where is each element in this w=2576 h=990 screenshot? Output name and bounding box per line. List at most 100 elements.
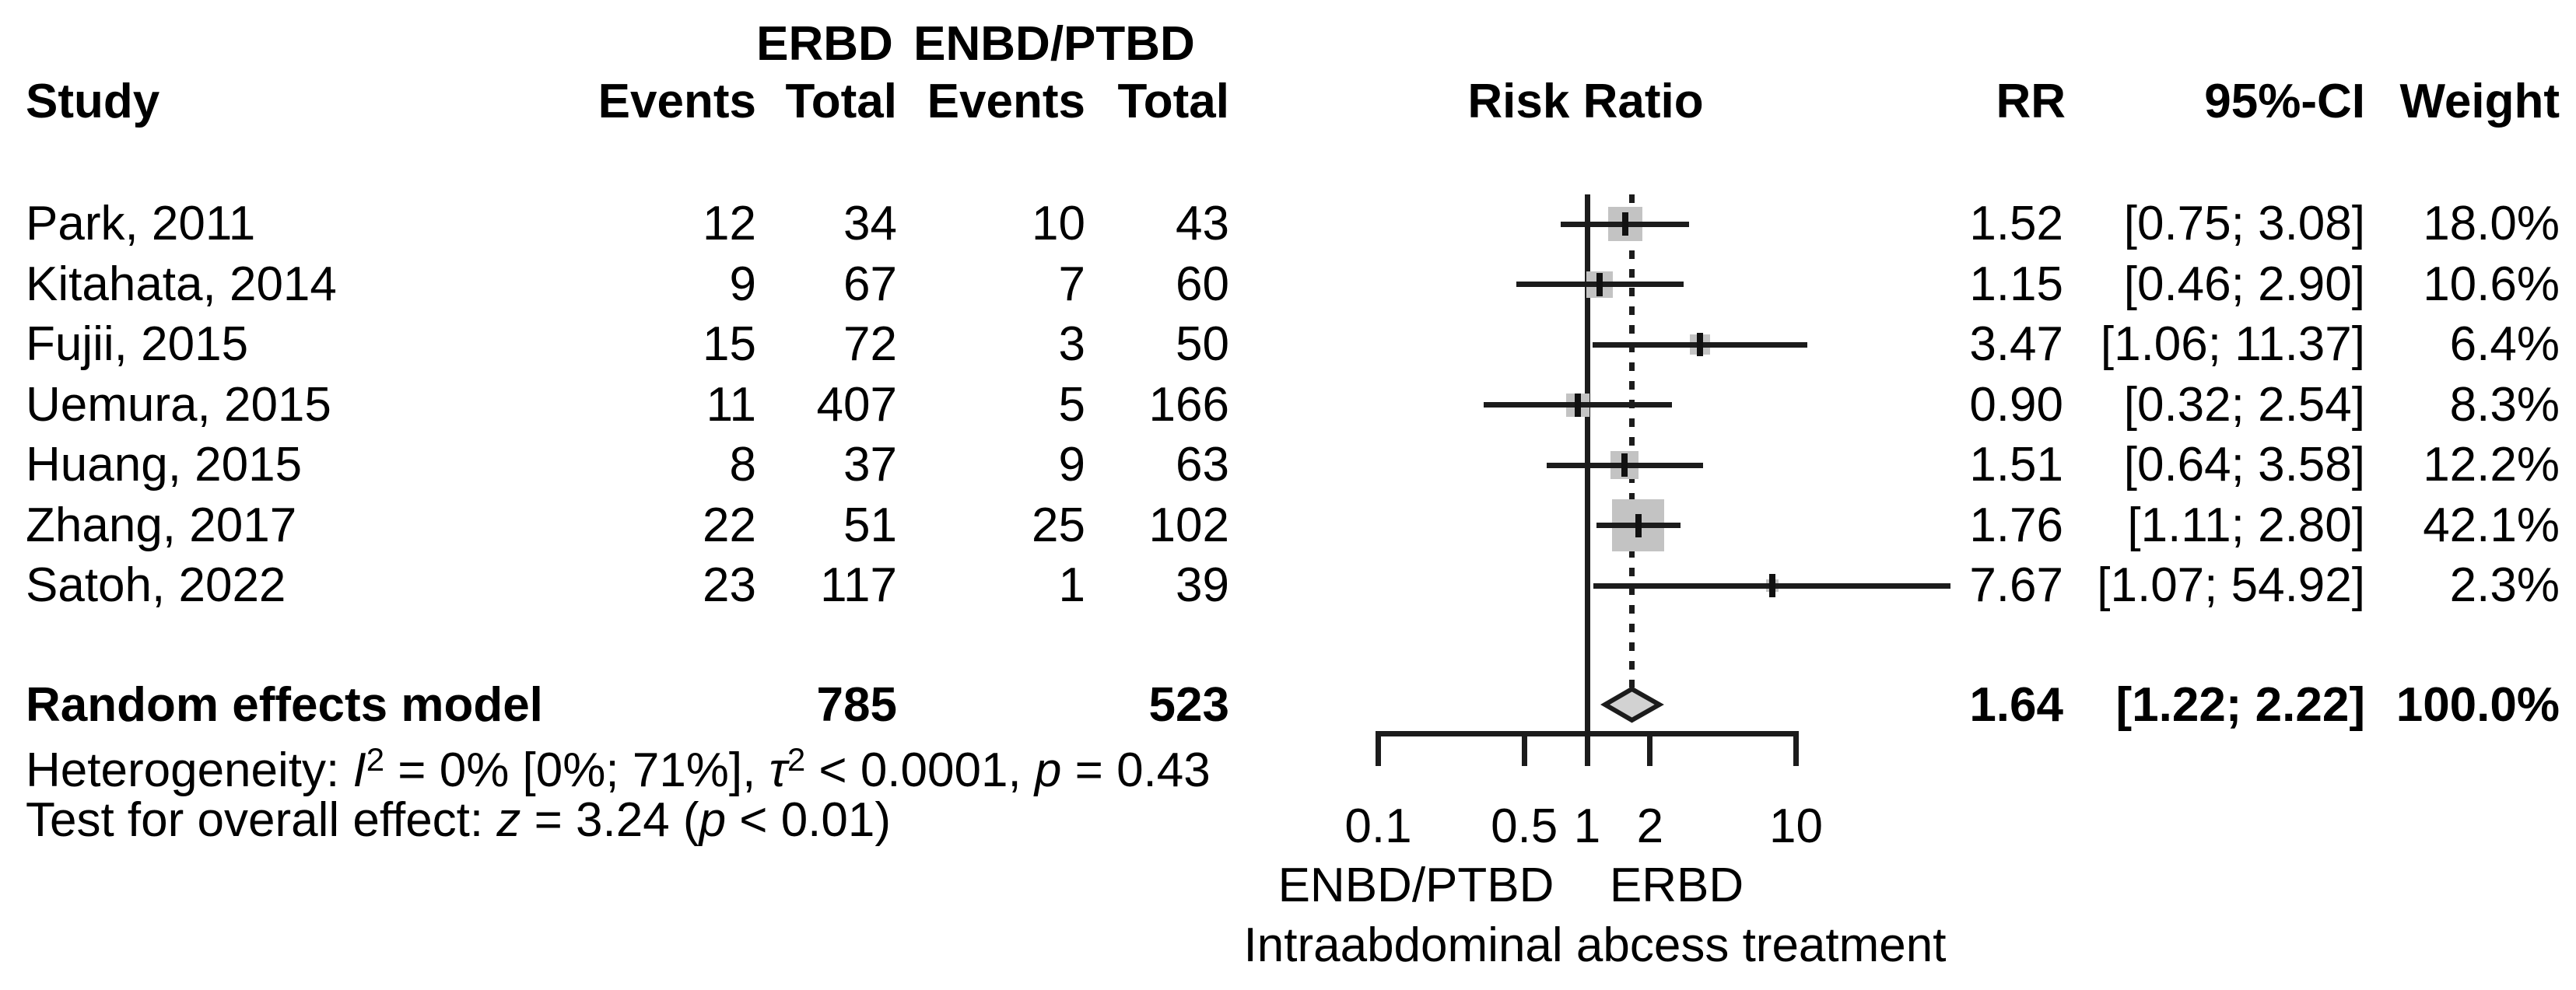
events-erbd: 23 [703, 558, 756, 612]
events-enbd: 1 [1058, 558, 1085, 612]
summary-rr: 1.64 [1969, 678, 2063, 732]
overall-effect-segment: = 3.24 ( [520, 793, 699, 847]
events-erbd: 8 [729, 438, 756, 492]
study-name: Fujii, 2015 [26, 317, 249, 371]
x-axis-tick [1376, 731, 1381, 766]
total-erbd: 67 [843, 257, 897, 311]
axis-label-favours-left: ENBD/PTBD [1277, 859, 1554, 912]
total-erbd: 51 [843, 498, 897, 552]
total-erbd: 407 [816, 377, 897, 432]
weight-value: 6.4% [2449, 317, 2560, 371]
summary-total-enbd: 523 [1148, 678, 1229, 732]
heterogeneity-segment: 2 [787, 741, 806, 778]
x-axis-tick-label: 1 [1573, 799, 1601, 853]
events-enbd: 25 [1032, 498, 1085, 552]
weight-value: 10.6% [2423, 257, 2560, 311]
ci-value: [0.32; 2.54] [2123, 377, 2365, 432]
rr-value: 0.90 [1969, 377, 2063, 432]
point-estimate-marker [1635, 513, 1642, 537]
rr-value: 1.51 [1969, 438, 2063, 492]
study-name: Zhang, 2017 [26, 498, 297, 552]
heterogeneity-segment: I [352, 743, 366, 797]
rr-value: 1.52 [1969, 197, 2063, 250]
point-estimate-marker [1697, 333, 1704, 356]
column-header-risk-ratio: Risk Ratio [1467, 75, 1704, 128]
weight-value: 12.2% [2423, 438, 2560, 492]
x-axis-tick [1584, 731, 1590, 766]
study-name: Kitahata, 2014 [26, 257, 337, 311]
summary-diamond [1600, 686, 1665, 723]
heterogeneity-segment: = 0% [0%; 71%], [384, 743, 769, 797]
total-enbd: 166 [1148, 377, 1229, 432]
point-estimate-marker [1621, 453, 1628, 477]
point-estimate-marker [1596, 272, 1603, 296]
total-erbd: 72 [843, 317, 897, 371]
x-axis-tick-label: 0.5 [1491, 799, 1558, 853]
overall-effect-segment: z [496, 793, 521, 847]
total-erbd: 117 [820, 558, 897, 612]
weight-value: 42.1% [2423, 498, 2560, 552]
x-axis-tick-label: 2 [1636, 799, 1664, 853]
column-header-ci: 95%-CI [2204, 75, 2365, 128]
overall-effect-text: Test for overall effect: z = 3.24 (p < 0… [26, 796, 891, 845]
ci-value: [0.46; 2.90] [2123, 257, 2365, 311]
total-enbd: 39 [1176, 558, 1229, 612]
events-erbd: 15 [703, 317, 756, 371]
rr-value: 1.15 [1969, 257, 2063, 311]
rr-value: 1.76 [1969, 498, 2063, 552]
column-header-rr: RR [1996, 75, 2066, 128]
events-enbd: 5 [1058, 377, 1085, 432]
point-estimate-marker [1574, 393, 1581, 417]
events-erbd: 9 [729, 257, 756, 311]
summary-total-erbd: 785 [816, 678, 897, 732]
group-header-enbd-ptbd: ENBD/PTBD [913, 17, 1195, 71]
ci-value: [0.64; 3.58] [2123, 438, 2365, 492]
total-erbd: 37 [843, 438, 897, 492]
x-axis-tick [1647, 731, 1653, 766]
plot-caption: Intraabdominal abcess treatment [1243, 918, 1947, 972]
x-axis-tick [1793, 731, 1799, 766]
events-enbd: 10 [1032, 197, 1085, 250]
column-header-total-erbd: Total [785, 75, 898, 128]
total-enbd: 43 [1176, 197, 1229, 250]
overall-effect-segment: Test for overall effect: [26, 793, 497, 847]
ci-value: [1.07; 54.92] [2097, 558, 2365, 612]
total-enbd: 63 [1176, 438, 1229, 492]
study-name: Uemura, 2015 [26, 377, 331, 432]
point-estimate-marker [1768, 574, 1775, 597]
total-enbd: 60 [1176, 257, 1229, 311]
heterogeneity-segment: Heterogeneity: [26, 743, 353, 797]
column-header-weight: Weight [2399, 75, 2560, 128]
overall-effect-segment: < 0.01) [726, 793, 892, 847]
total-erbd: 34 [843, 197, 897, 250]
ci-value: [0.75; 3.08] [2123, 197, 2365, 250]
events-erbd: 22 [703, 498, 756, 552]
summary-weight: 100.0% [2396, 678, 2560, 732]
total-enbd: 50 [1176, 317, 1229, 371]
ci-value: [1.11; 2.80] [2127, 498, 2365, 552]
study-name: Satoh, 2022 [26, 558, 286, 612]
x-axis-tick-label: 0.1 [1344, 799, 1412, 853]
summary-label: Random effects model [26, 678, 543, 732]
pooled-estimate-dashed-line [1629, 194, 1635, 687]
heterogeneity-text: Heterogeneity: I2 = 0% [0%; 71%], τ2 < 0… [26, 743, 1211, 795]
column-header-study: Study [26, 75, 160, 128]
heterogeneity-segment: 2 [366, 741, 385, 778]
weight-value: 8.3% [2449, 377, 2560, 432]
heterogeneity-segment: p [1034, 743, 1062, 797]
point-estimate-marker [1621, 212, 1628, 236]
events-erbd: 11 [706, 377, 756, 432]
summary-ci: [1.22; 2.22] [2115, 678, 2365, 732]
axis-label-favours-right: ERBD [1609, 859, 1744, 912]
total-enbd: 102 [1148, 498, 1229, 552]
rr-value: 3.47 [1969, 317, 2063, 371]
events-erbd: 12 [703, 197, 756, 250]
heterogeneity-segment: = 0.43 [1061, 743, 1211, 797]
column-header-events-enbd: Events [927, 75, 1085, 128]
events-enbd: 9 [1058, 438, 1085, 492]
rr-value: 7.67 [1969, 558, 2063, 612]
weight-value: 2.3% [2449, 558, 2560, 612]
heterogeneity-segment: τ [769, 743, 787, 797]
study-name: Park, 2011 [26, 197, 256, 250]
